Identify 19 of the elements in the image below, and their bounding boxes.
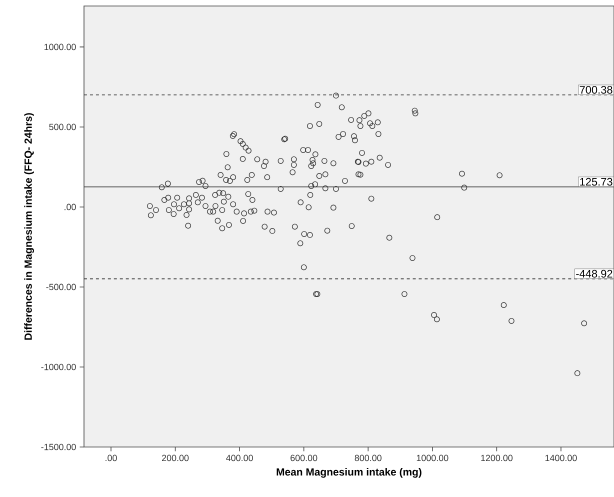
x-tick-label: 400.00 xyxy=(226,454,253,462)
x-tick-label: 1000.00 xyxy=(416,454,448,462)
y-tick-label: 1000.00 xyxy=(44,44,76,50)
x-tick-label: 200.00 xyxy=(162,454,189,462)
y-tick-label: .00 xyxy=(64,204,76,210)
x-tick-label: 600.00 xyxy=(290,454,318,462)
ref-line-label: 700.38 xyxy=(580,86,612,94)
y-axis-title: Differences in Magnesium intake (FFQ- 24hrs) xyxy=(24,113,34,340)
x-tick-label: 1400.00 xyxy=(545,454,577,462)
ref-line-label: 125.73 xyxy=(580,178,612,186)
y-tick-label: -1000.00 xyxy=(41,364,76,370)
y-tick-label: -500.00 xyxy=(46,284,76,290)
x-tick-label: 1200.00 xyxy=(481,454,513,462)
ref-line-label: -448.92 xyxy=(576,270,612,278)
y-tick-label: 500.00 xyxy=(49,124,76,130)
x-tick-label: 800.00 xyxy=(354,454,382,462)
y-tick-label: -1500.00 xyxy=(41,444,76,450)
x-tick-label: .00 xyxy=(106,454,117,462)
x-axis-title: Mean Magnesium intake (mg) xyxy=(276,468,422,478)
